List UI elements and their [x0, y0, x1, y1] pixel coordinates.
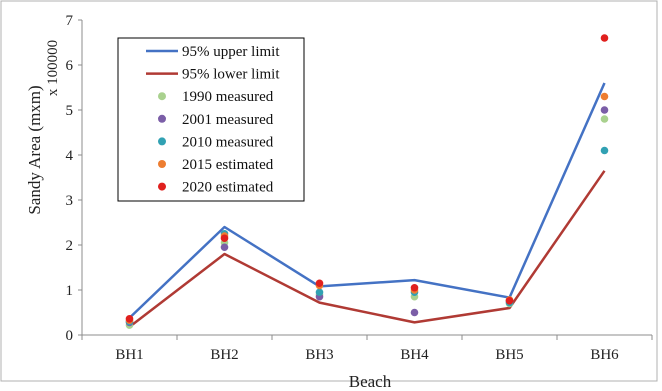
legend-label-2010-measured: 2010 measured	[182, 134, 274, 150]
x-tick-label: BH3	[305, 347, 333, 363]
point-2001-measured	[220, 243, 229, 252]
point-2001-measured	[410, 308, 419, 317]
y-tick-label: 5	[66, 103, 74, 119]
legend-label-95pct-lower-limit: 95% lower limit	[182, 67, 280, 83]
y-tick-label: 0	[66, 328, 74, 344]
legend-swatch-2010-measured	[158, 137, 166, 146]
x-tick-label: BH5	[495, 347, 523, 363]
y-tick-label: 4	[66, 148, 74, 164]
point-2020-estimated	[315, 279, 324, 288]
y-tick-label: 3	[66, 193, 74, 209]
y-tick-label: 6	[66, 58, 74, 74]
x-tick-label: BH1	[115, 347, 143, 363]
point-2020-estimated	[410, 283, 419, 292]
legend-swatch-2015-estimated	[158, 160, 166, 168]
plot-frame	[0, 0, 658, 382]
point-2015-estimated	[600, 92, 609, 101]
x-tick-label: BH6	[590, 347, 619, 363]
y-axis-label: Sandy Area (mxm)	[25, 85, 44, 214]
legend-label-2015-estimated: 2015 estimated	[182, 157, 274, 173]
legend-label-2001-measured: 2001 measured	[182, 112, 274, 128]
point-2020-estimated	[505, 297, 514, 305]
y-tick-label: 1	[66, 283, 74, 299]
point-1990-measured	[600, 115, 609, 123]
point-2020-estimated	[125, 315, 134, 323]
series-line-95pct-lower-limit	[128, 170, 606, 328]
legend-label-95pct-upper-limit: 95% upper limit	[182, 44, 280, 60]
legend-label-1990-measured: 1990 measured	[182, 89, 274, 105]
y-axis-multiplier: x 100000	[45, 40, 61, 96]
x-axis-label: Beach	[349, 372, 392, 391]
series-markers	[125, 34, 609, 329]
series-line-95pct-upper-limit	[128, 82, 606, 319]
legend-box	[117, 37, 305, 202]
legend-swatch-1990-measured	[158, 92, 166, 101]
legend-swatch-2020-estimated	[158, 182, 166, 191]
series-lines	[128, 82, 606, 328]
axes: 0 1 2 3 4 5 6 7 BH1 BH2 BH3 BH4 BH5 BH6	[66, 13, 653, 363]
x-tick-label: BH4	[400, 347, 429, 363]
x-tick-label: BH2	[210, 347, 238, 363]
legend: 95% upper limit 95% lower limit 1990 measu…	[117, 37, 305, 202]
point-2010-measured	[315, 288, 324, 297]
point-2020-estimated	[220, 234, 229, 243]
point-2020-estimated	[600, 34, 609, 42]
legend-label-2020-estimated: 2020 estimated	[182, 180, 274, 196]
legend-swatch-2001-measured	[158, 114, 166, 123]
point-2001-measured	[600, 106, 609, 114]
y-tick-label: 2	[66, 238, 74, 254]
point-2010-measured	[600, 146, 609, 155]
y-tick-label: 7	[66, 13, 74, 29]
